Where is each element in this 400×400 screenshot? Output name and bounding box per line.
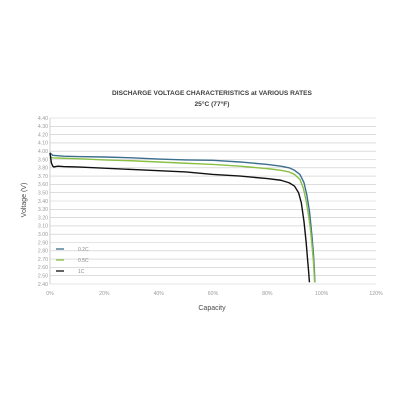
y-tick-label: 4.40 <box>38 116 48 122</box>
y-tick-label: 3.50 <box>38 191 48 197</box>
x-tick-label: 20% <box>99 291 110 297</box>
x-tick-label: 60% <box>208 291 219 297</box>
y-tick-label: 3.40 <box>38 199 48 205</box>
y-tick-label: 2.90 <box>38 240 48 246</box>
legend-label: 0.2C <box>78 247 89 253</box>
y-tick-label: 4.00 <box>38 149 48 155</box>
y-tick-label: 3.80 <box>38 166 48 172</box>
chart-title: DISCHARGE VOLTAGE CHARACTERISTICS at VAR… <box>112 90 312 97</box>
series-lines <box>49 152 316 283</box>
y-tick-label: 4.20 <box>38 132 48 138</box>
y-tick-label: 2.40 <box>38 282 48 288</box>
x-axis-label: Capacity <box>198 305 226 312</box>
legend: 0.2C 0.5C 1C <box>56 247 89 275</box>
y-tick-label: 3.90 <box>38 157 48 163</box>
series-line-0.5C <box>49 156 316 283</box>
y-tick-label: 2.60 <box>38 265 48 271</box>
legend-label: 1C <box>78 269 85 275</box>
legend-label: 0.5C <box>78 258 89 264</box>
y-tick-label: 2.80 <box>38 249 48 255</box>
y-tick-label: 3.60 <box>38 182 48 188</box>
y-tick-labels: 2.40 2.50 2.60 2.70 2.80 2.90 3.00 3.10 3.20 3.30… <box>38 116 48 288</box>
y-tick-label: 3.70 <box>38 174 48 180</box>
y-tick-label: 2.50 <box>38 274 48 280</box>
series-line-1C <box>49 152 311 283</box>
y-axis-label: Voltage (V) <box>21 183 28 218</box>
y-tick-label: 3.00 <box>38 232 48 238</box>
x-tick-label: 80% <box>262 291 273 297</box>
chart-subtitle: 25°C (77°F) <box>195 100 230 108</box>
x-tick-labels: 0% 20% 40% 60% 80% 100% 120% <box>46 291 383 297</box>
grid <box>49 117 376 285</box>
x-tick-label: 120% <box>369 291 383 297</box>
x-tick-label: 100% <box>315 291 329 297</box>
y-tick-label: 3.10 <box>38 224 48 230</box>
y-tick-label: 4.10 <box>38 141 48 147</box>
x-tick-label: 40% <box>153 291 164 297</box>
x-tick-label: 0% <box>46 291 54 297</box>
series-line-0.2C <box>49 152 316 283</box>
y-tick-label: 4.30 <box>38 124 48 130</box>
y-tick-label: 2.70 <box>38 257 48 263</box>
y-tick-label: 3.30 <box>38 207 48 213</box>
y-tick-label: 3.20 <box>38 215 48 221</box>
